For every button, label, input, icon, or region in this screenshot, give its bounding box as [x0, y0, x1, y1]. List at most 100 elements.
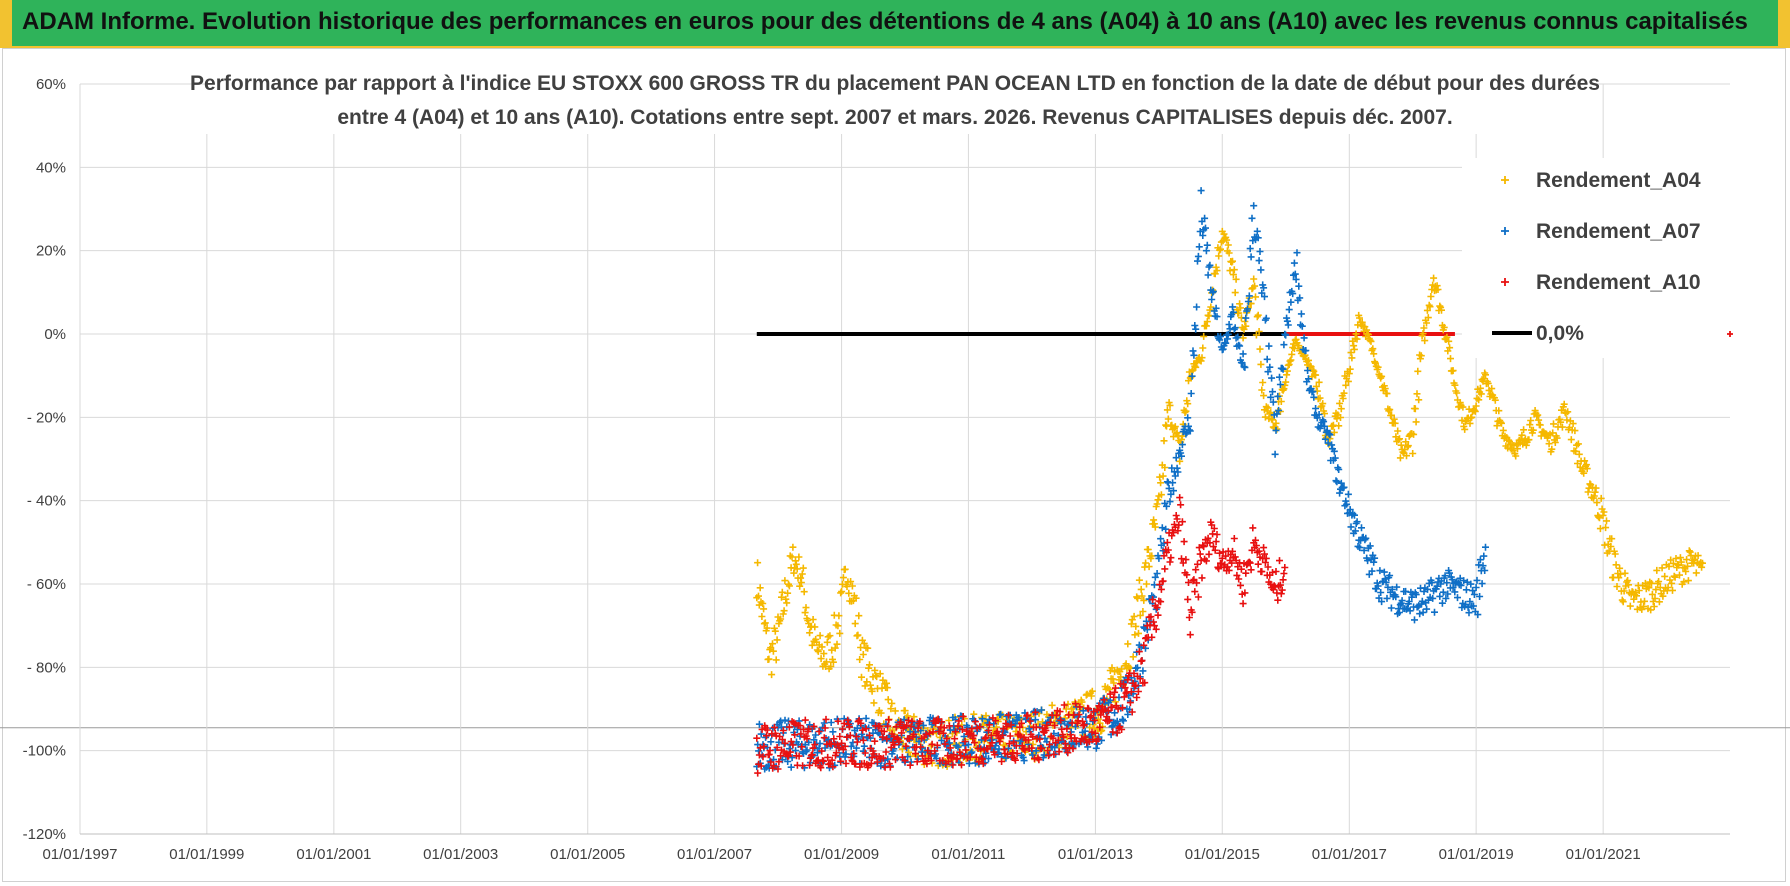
- data-point: [1548, 445, 1556, 453]
- data-point: [1525, 436, 1533, 444]
- data-point: [1242, 322, 1250, 330]
- data-point: [1438, 599, 1446, 607]
- data-point: [1326, 431, 1334, 439]
- data-point: [978, 714, 986, 722]
- data-point: [1699, 559, 1706, 567]
- data-point: [1114, 705, 1122, 713]
- data-point: [1193, 303, 1201, 311]
- data-point: [1110, 693, 1118, 701]
- data-point: [1166, 558, 1174, 566]
- data-point: [1276, 581, 1284, 589]
- data-point: [1325, 430, 1333, 438]
- data-point: [1415, 396, 1423, 404]
- data-point: [1177, 449, 1185, 457]
- data-point: [1347, 523, 1355, 531]
- data-point: [1226, 267, 1234, 275]
- data-point: [1653, 566, 1661, 574]
- data-point: [1005, 711, 1012, 719]
- data-point: [971, 739, 978, 747]
- data-point: [1337, 405, 1345, 413]
- data-point: [866, 731, 873, 739]
- data-point: [1597, 494, 1605, 502]
- data-point: [837, 757, 845, 765]
- data-point: [919, 721, 927, 729]
- data-point: [1255, 328, 1263, 335]
- data-point: [763, 624, 771, 632]
- data-point: [1683, 556, 1691, 564]
- data-point: [1315, 378, 1323, 386]
- data-point: [1446, 344, 1454, 352]
- data-point: [1420, 324, 1428, 332]
- data-point: [1366, 336, 1374, 344]
- data-point: [949, 761, 957, 769]
- data-point: [1085, 705, 1092, 713]
- data-point: [929, 728, 937, 736]
- data-point: [901, 707, 909, 715]
- data-point: [1356, 544, 1364, 552]
- data-point: [1668, 579, 1676, 587]
- data-point: [1396, 601, 1404, 609]
- data-point: [970, 732, 978, 740]
- banner-corner-right: [1778, 0, 1790, 48]
- data-point: [1476, 556, 1484, 564]
- data-point: [1321, 435, 1329, 443]
- data-point: [1119, 704, 1126, 712]
- data-point: [1665, 562, 1673, 570]
- data-point: [1370, 350, 1378, 358]
- data-point: [1251, 282, 1259, 290]
- data-point: [1383, 390, 1391, 398]
- data-point: [952, 728, 959, 736]
- data-point: [1111, 698, 1119, 706]
- data-point: [1335, 466, 1343, 473]
- data-point: [1237, 581, 1244, 589]
- data-point: [1267, 580, 1275, 588]
- data-point: [1472, 584, 1480, 591]
- data-point: [835, 744, 843, 752]
- data-point: [1199, 232, 1207, 239]
- data-point: [1268, 374, 1276, 382]
- data-point: [832, 749, 840, 757]
- data-point: [1202, 247, 1210, 255]
- data-point: [1445, 337, 1453, 345]
- data-point: [759, 753, 767, 761]
- data-point: [1340, 483, 1348, 491]
- data-point: [1113, 729, 1121, 737]
- data-point: [1230, 535, 1238, 542]
- data-point: [958, 726, 966, 733]
- data-point: [1340, 389, 1348, 397]
- data-point: [1626, 602, 1634, 610]
- data-point: [1287, 298, 1295, 306]
- data-point: [1443, 333, 1451, 341]
- data-point: [1336, 399, 1344, 407]
- data-point: [1007, 721, 1015, 729]
- data-point: [823, 638, 831, 646]
- data-point: [797, 574, 805, 582]
- data-point: [783, 599, 791, 607]
- data-point: [1035, 756, 1043, 764]
- data-point: [1162, 525, 1170, 533]
- data-point: [1204, 534, 1212, 542]
- data-point: [1269, 416, 1276, 424]
- data-point: [1045, 752, 1053, 760]
- data-point: [981, 735, 989, 743]
- data-point: [789, 543, 797, 551]
- data-point: [1659, 592, 1667, 600]
- data-point: [917, 743, 925, 751]
- data-point: [1233, 571, 1241, 579]
- data-point: [919, 752, 926, 760]
- data-point: [1198, 354, 1206, 362]
- data-point: [1416, 610, 1424, 618]
- data-point: [1207, 303, 1215, 311]
- data-point: [987, 732, 995, 739]
- data-point: [1269, 569, 1276, 576]
- data-point: [1277, 590, 1285, 598]
- data-point: [890, 733, 898, 741]
- data-point: [851, 620, 859, 628]
- data-point: [1417, 352, 1425, 360]
- data-point: [1381, 385, 1389, 393]
- data-point: [842, 750, 850, 758]
- data-point: [945, 739, 953, 747]
- data-point: [1109, 728, 1117, 736]
- data-point: [775, 758, 783, 766]
- data-point: [1072, 700, 1079, 708]
